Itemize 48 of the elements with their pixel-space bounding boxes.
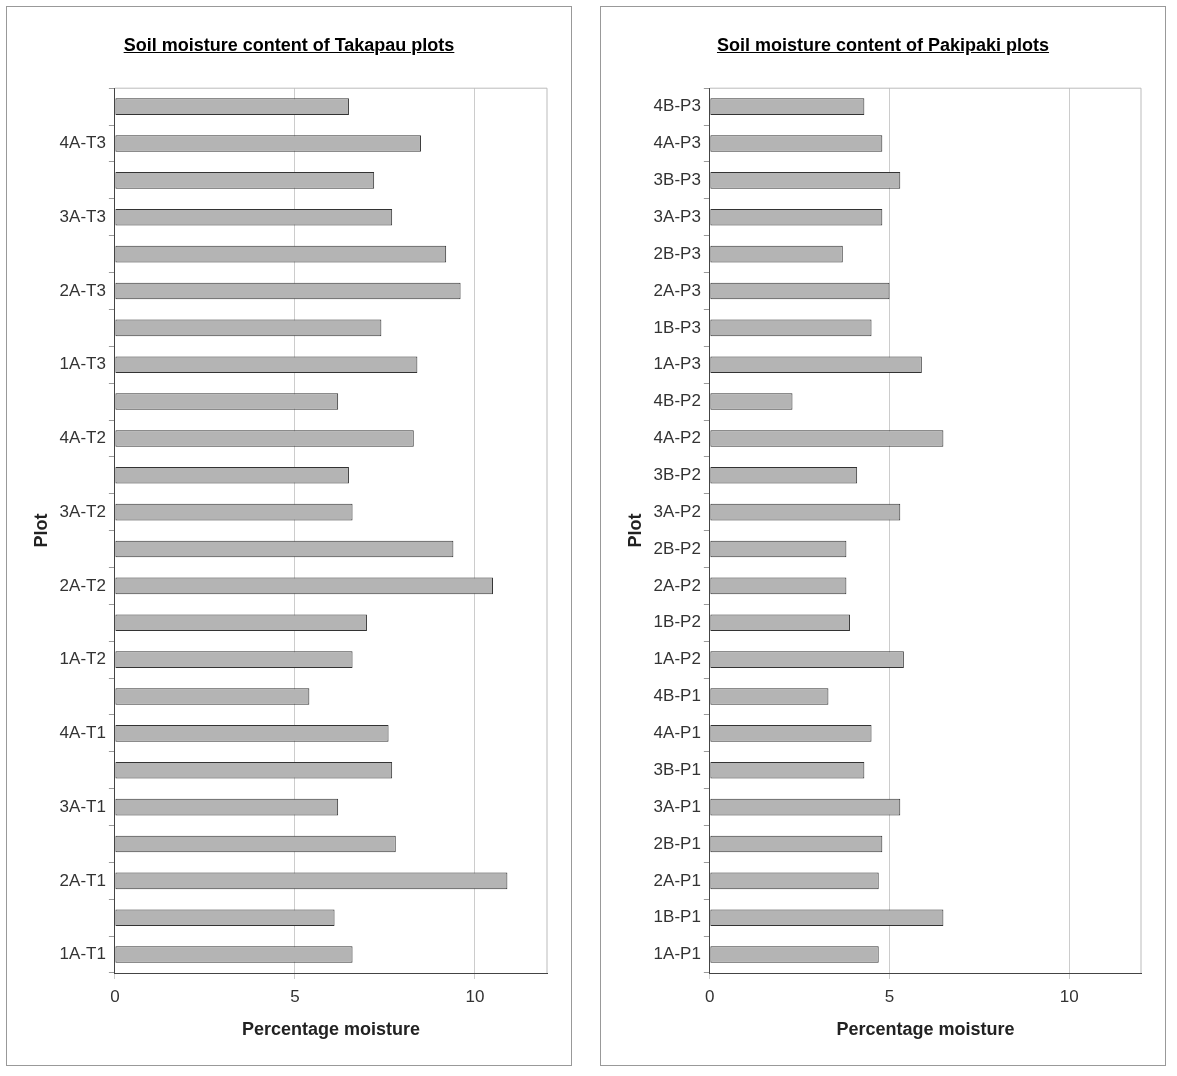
- x-tick-label: 0: [705, 986, 715, 1006]
- y-tick-label: 3A-P1: [653, 796, 701, 816]
- y-tick-label: 3A-T3: [59, 206, 106, 226]
- y-tick-label: 4A-T3: [59, 133, 106, 153]
- chart-title: Soil moisture content of Pakipaki plots: [715, 35, 1051, 57]
- x-tick-label: 5: [290, 986, 300, 1006]
- y-tick-label: 1A-T1: [59, 944, 106, 964]
- x-axis-title: Percentage moisture: [241, 1019, 420, 1040]
- y-tick-label: 1B-P2: [653, 612, 701, 632]
- y-tick-label: 2A-P1: [653, 870, 701, 890]
- y-tick-label: 4B-P3: [653, 96, 701, 116]
- y-axis-title: Plot: [30, 513, 51, 548]
- y-tick-label: 4A-T2: [59, 428, 106, 448]
- y-tick-label: 1A-P2: [653, 649, 701, 669]
- y-axis-title: Plot: [624, 513, 645, 548]
- y-tick-label: 2A-P2: [653, 575, 701, 595]
- x-tick-label: 0: [110, 986, 120, 1006]
- y-tick-label: 3A-T1: [59, 796, 106, 816]
- y-tick-label: 4A-P3: [653, 133, 701, 153]
- y-tick-label: 2B-P2: [653, 538, 701, 558]
- y-tick-label: 1B-P3: [653, 317, 701, 337]
- y-tick-label: 1A-P1: [653, 944, 701, 964]
- x-axis-title: Percentage moisture: [836, 1019, 1015, 1040]
- y-tick-label: 3B-P2: [653, 464, 701, 484]
- y-tick-label: 2B-P3: [653, 243, 701, 263]
- y-tick-label: 4B-P2: [653, 391, 701, 411]
- y-tick-label: 4A-P1: [653, 723, 701, 743]
- y-tick-label: 4A-P2: [653, 428, 701, 448]
- y-tick-label: 3B-P3: [653, 170, 701, 190]
- y-tick-label: 2A-T3: [59, 280, 106, 300]
- y-tick-label: 3A-P3: [653, 206, 701, 226]
- y-tick-label: 2B-P1: [653, 833, 701, 853]
- chart-title: Soil moisture content of Takapau plots: [122, 35, 456, 57]
- x-tick-label: 10: [1059, 986, 1079, 1006]
- x-tick-label: 5: [884, 986, 895, 1006]
- x-tick-label: 10: [465, 986, 485, 1006]
- y-tick-label: 3B-P1: [653, 759, 701, 779]
- y-tick-label: 1A-T3: [59, 354, 106, 374]
- y-tick-label: 3A-P2: [653, 501, 701, 521]
- y-tick-label: 1A-T2: [59, 649, 106, 669]
- y-tick-label: 4B-P1: [653, 686, 701, 706]
- y-tick-label: 1B-P1: [653, 907, 701, 927]
- y-tick-label: 1A-P3: [653, 354, 701, 374]
- y-tick-label: 3A-T2: [59, 501, 106, 521]
- y-tick-label: 2A-P3: [653, 280, 701, 300]
- y-tick-label: 2A-T1: [59, 870, 106, 890]
- y-tick-label: 4A-T1: [59, 723, 106, 743]
- y-tick-label: 2A-T2: [59, 575, 106, 595]
